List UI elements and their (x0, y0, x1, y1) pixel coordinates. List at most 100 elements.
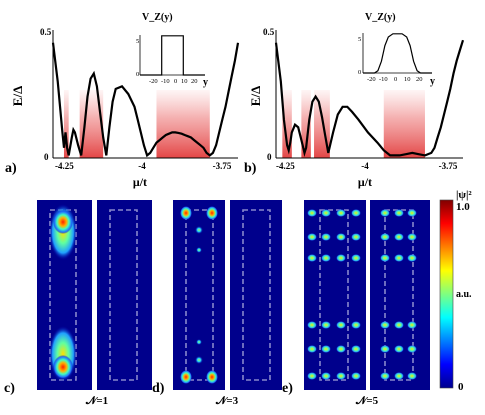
panel-b-inset-xtick-0: -20 (367, 76, 376, 83)
heatmap-e-right-blob-13 (394, 345, 404, 353)
heatmap-e-left-blob-15 (351, 321, 361, 329)
panel-a-inset-xtick-1: -10 (161, 78, 170, 85)
heatmap-e-left-blob-10 (336, 254, 346, 262)
panel-a-energy-curve (51, 42, 240, 158)
heatmap-e-left-blob-17 (321, 345, 331, 353)
heatmap-e-left-blob-16 (307, 345, 317, 353)
heatmap-e-left-blob-11 (351, 254, 361, 262)
heatmap-e-left-blob-20 (307, 372, 317, 380)
heatmap-e-right-blob-4 (394, 233, 404, 241)
panel-b-inset-xlabel: y (430, 76, 435, 87)
panel-b-xlabel: μ/t (358, 175, 372, 189)
heatmap-e-left-blob-9 (321, 254, 331, 262)
heatmap-e-right (370, 200, 430, 390)
heatmap-e-right-blob-3 (380, 233, 390, 241)
heatmap-e-right-blob-6 (380, 254, 390, 262)
heatmap-e-left-blob-21 (321, 372, 331, 380)
panel-a-inset-ytick-5: 5 (136, 38, 139, 45)
panel-b-xtick-2: -3.75 (439, 161, 458, 171)
heatmap-c-left (37, 200, 92, 390)
panel-a-ylabel: E/Δ (10, 86, 25, 106)
panel-a-xtick-0: -4.25 (55, 161, 74, 171)
panel-a-shaded-region-0 (63, 90, 69, 158)
heatmap-e-right-blob-12 (380, 345, 390, 353)
heatmap-e-left-blob-7 (351, 233, 361, 241)
panel-c-label: c) (4, 381, 15, 396)
heatmap-e-right-blob-10 (394, 321, 404, 329)
heatmap-e-left (304, 200, 366, 390)
heatmap-e-right-blob-2 (407, 209, 417, 217)
panel-c-caption: 𝒩=1 (85, 395, 108, 407)
heatmap-e-left-blob-4 (307, 233, 317, 241)
colorbar: |ψ|² 1.0 a.u. 0 (439, 189, 472, 393)
panel-b: 0.5 0 E/Δ -4.25 -4 -3.75 μ/t b) V_Z(y) 5… (244, 12, 465, 189)
colorbar-tick-unit: a.u. (456, 289, 472, 300)
heatmap-e-left-blob-23 (351, 372, 361, 380)
panel-a-ytick-top: 0.5 (40, 27, 52, 37)
panel-a-inset-xtick-0: -20 (149, 78, 158, 85)
panel-b-inset-ytick-0: 0 (358, 69, 361, 76)
panel-b-shaded-region-0 (282, 90, 292, 158)
heatmap-e-left-blob-1 (321, 209, 331, 217)
heatmap-e-right-blob-0 (380, 209, 390, 217)
panel-b-inset-xtick-3: 10 (404, 76, 411, 83)
colorbar-title: |ψ|² (456, 189, 472, 201)
heatmap-e-left-blob-5 (321, 233, 331, 241)
heatmap-e-left-blob-8 (307, 254, 317, 262)
panel-a-inset-xtick-3: 10 (181, 78, 188, 85)
panel-b-inset-xtick-1: -10 (379, 76, 388, 83)
heatmap-e-left-blob-13 (321, 321, 331, 329)
heatmap-e-left-blob-14 (336, 321, 346, 329)
heatmap-d-left (173, 200, 225, 390)
heatmap-e-left-blob-2 (336, 209, 346, 217)
panel-e-label: e) (282, 381, 293, 396)
heatmap-d-right (230, 200, 282, 390)
panel-a-xtick-2: -3.75 (213, 161, 232, 171)
heatmap-e-right-blob-1 (394, 209, 404, 217)
panel-a-ytick-bottom: 0 (44, 152, 49, 162)
panel-a-inset-xtick-4: 20 (191, 78, 198, 85)
heatmap-e-right-blob-14 (407, 345, 417, 353)
panel-a-inset: V_Z(y) 5 0 -20 -10 0 10 20 y (132, 12, 208, 88)
heatmap-e-right-blob-5 (407, 233, 417, 241)
panel-e-caption: 𝒩=5 (355, 395, 379, 407)
heatmap-e-left-blob-3 (351, 209, 361, 217)
heatmap-e-right-blob-9 (380, 321, 390, 329)
panel-a-inset-xlabel: y (203, 77, 208, 88)
panel-b-shaded-region-1 (301, 90, 311, 158)
panel-b-ylabel: E/Δ (248, 86, 263, 106)
heatmap-e-left-blob-19 (351, 345, 361, 353)
panel-a-inset-title: V_Z(y) (142, 12, 173, 23)
panel-b-xtick-0: -4.25 (276, 161, 295, 171)
heatmap-c-right (97, 200, 152, 390)
heatmap-e-left-blob-22 (336, 372, 346, 380)
heatmap-e-right-blob-17 (407, 372, 417, 380)
panel-b-ytick-bottom: 0 (267, 152, 272, 162)
heatmap-e-left-blob-0 (307, 209, 317, 217)
colorbar-tick-max: 1.0 (456, 201, 470, 213)
panel-b-inset-xtick-2: 0 (394, 76, 397, 83)
panel-b-ytick-top: 0.5 (263, 27, 275, 37)
panel-a: 0.5 0 E/Δ -4.25 -4 -3.75 μ/t a) V_Z(y) 5… (5, 12, 240, 189)
heatmap-e-right-blob-7 (394, 254, 404, 262)
heatmap-e-right-blob-16 (394, 372, 404, 380)
panel-a-xlabel: μ/t (133, 175, 147, 189)
panel-b-shaded-region-3 (383, 90, 425, 158)
panel-b-inset-ytick-5: 5 (358, 36, 361, 43)
panel-b-inset-title: V_Z(y) (365, 12, 396, 23)
panel-b-inset-curve (363, 33, 432, 74)
heatmaps: c) 𝒩=1 d) 𝒩=3 (4, 189, 472, 407)
panel-a-inset-ytick-0: 0 (136, 71, 139, 78)
panel-a-inset-curve (140, 35, 205, 76)
panel-b-inset: V_Z(y) 5 0 -20 -10 0 10 20 y (352, 12, 438, 90)
panel-a-xtick-1: -4 (138, 161, 146, 171)
panel-d-label: d) (152, 381, 165, 396)
panel-a-inset-xtick-2: 0 (174, 78, 177, 85)
panel-a-label: a) (5, 161, 17, 176)
heatmap-e-left-blob-12 (307, 321, 317, 329)
heatmap-e-left-blob-18 (336, 345, 346, 353)
heatmap-e-right-blob-8 (407, 254, 417, 262)
panel-b-inset-xtick-4: 20 (416, 76, 423, 83)
panel-b-xtick-1: -4 (361, 161, 369, 171)
